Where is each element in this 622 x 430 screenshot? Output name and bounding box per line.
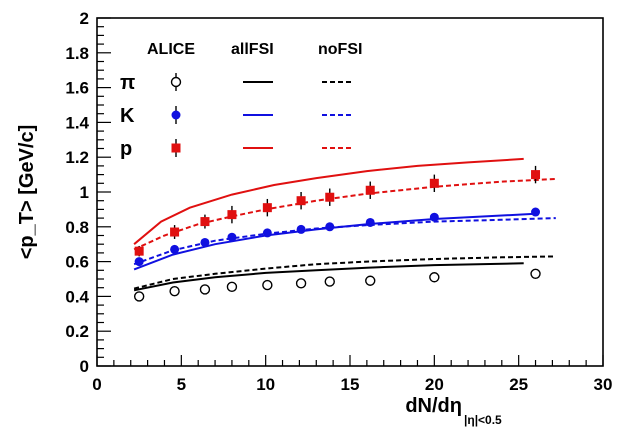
- data-point-p: [200, 217, 210, 227]
- data-point-pi: [295, 278, 307, 289]
- data-point-p: [325, 192, 335, 202]
- x-axis-label: dN/dη: [405, 395, 462, 417]
- legend-marker-k: [171, 110, 181, 120]
- legend-header: ALICE: [147, 41, 195, 58]
- y-tick-label: 1: [80, 183, 89, 202]
- y-tick-label: 0: [80, 357, 89, 376]
- data-point-p: [170, 227, 180, 237]
- data-point-k: [325, 222, 335, 232]
- data-point-pi: [199, 284, 211, 295]
- y-tick-label: 1.4: [65, 113, 89, 132]
- data-point-p: [296, 196, 306, 206]
- curve-allFSI-pi: [133, 262, 524, 292]
- x-axis-label-subscript: |η|<0.5: [464, 413, 502, 427]
- y-tick-label: 2: [80, 9, 89, 28]
- y-tick-label: 1.8: [65, 44, 89, 63]
- y-tick-label: 0.2: [65, 322, 89, 341]
- data-point-p: [227, 210, 237, 220]
- curve-noFSI-k: [133, 217, 556, 266]
- data-point-k: [365, 217, 375, 227]
- data-point-p: [365, 185, 375, 195]
- data-point-pi: [133, 291, 145, 302]
- data-point-k: [200, 237, 210, 247]
- legend-header: allFSI: [231, 41, 274, 58]
- plot-frame: [96, 17, 604, 367]
- y-tick-label: 0.8: [65, 218, 89, 237]
- y-axis-label: <p_T> [GeV/c]: [16, 125, 38, 260]
- data-point-k: [429, 212, 439, 222]
- curve-allFSI-p: [133, 157, 524, 245]
- x-tick-label: 5: [177, 375, 186, 394]
- data-point-pi: [365, 275, 376, 286]
- legend-marker-p: [171, 143, 181, 153]
- data-point-p: [262, 203, 272, 213]
- data-point-p: [531, 170, 541, 180]
- series-layer: [133, 157, 556, 302]
- legend-marker-pi: [170, 76, 182, 88]
- data-point-k: [296, 224, 306, 234]
- data-point-pi: [169, 285, 180, 297]
- data-point-pi: [262, 279, 273, 291]
- data-point-k: [170, 244, 180, 254]
- data-point-pi: [429, 272, 440, 283]
- legend-header: noFSI: [318, 41, 362, 58]
- curve-allFSI-k: [133, 212, 536, 271]
- x-tick-label: 15: [341, 375, 360, 394]
- legend-label-k: K: [120, 105, 135, 127]
- curve-noFSI-p: [133, 178, 556, 251]
- data-point-k: [531, 207, 541, 217]
- y-tick-label: 1.2: [65, 148, 89, 167]
- x-tick-label: 0: [92, 375, 101, 394]
- curve-noFSI-pi: [133, 255, 556, 290]
- data-point-p: [429, 178, 439, 188]
- x-tick-label: 30: [594, 375, 613, 394]
- data-point-k: [227, 232, 237, 242]
- x-tick-label: 10: [256, 375, 275, 394]
- legend-layer: ALICE allFSI noFSI πKp: [120, 41, 362, 160]
- legend-label-p: p: [120, 138, 132, 160]
- y-tick-label: 0.6: [65, 253, 89, 272]
- ticks-layer: 0 5 10 15 20 25 30 0 0.2 0.4 0.6 0.8 1 1.2 1.4 1.6 1.8 2: [65, 9, 612, 394]
- data-point-p: [134, 246, 144, 256]
- x-tick-label: 25: [509, 375, 528, 394]
- legend-label-pi: π: [120, 72, 135, 94]
- data-point-k: [262, 228, 272, 238]
- data-point-pi: [530, 268, 541, 279]
- data-point-pi: [324, 276, 335, 287]
- y-tick-label: 0.4: [65, 287, 89, 306]
- y-tick-label: 1.6: [65, 79, 89, 98]
- data-point-k: [134, 257, 144, 267]
- x-tick-label: 20: [425, 375, 444, 394]
- data-point-pi: [226, 281, 238, 293]
